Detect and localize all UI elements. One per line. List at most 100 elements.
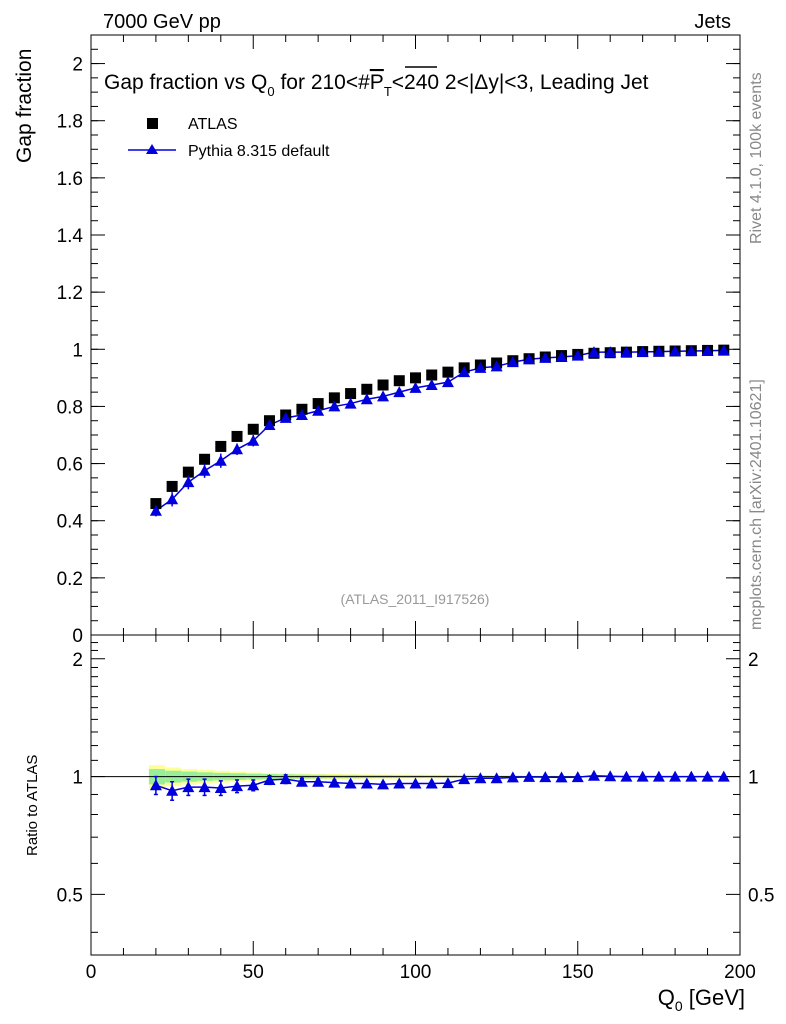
ratio-point — [279, 773, 292, 785]
mc-point — [263, 419, 276, 430]
ratio-point — [377, 778, 390, 790]
y-tick-label: 1.2 — [57, 283, 83, 304]
mc-point — [604, 346, 617, 358]
mc-point — [474, 361, 487, 373]
ratio-point — [328, 776, 341, 788]
y-tick-label: 0.4 — [57, 512, 84, 533]
atlas-point — [247, 423, 259, 435]
legend-atlas-label: ATLAS — [188, 116, 238, 133]
ratio-y-tick-label-right: 0.5 — [748, 885, 774, 906]
mc-point — [523, 353, 536, 365]
ratio-point — [247, 779, 260, 791]
ratio-y-tick-label-right: 2 — [748, 650, 759, 671]
mc-point — [669, 345, 682, 357]
ratio-point — [604, 770, 617, 782]
mc-point — [587, 346, 600, 358]
mc-series-line — [155, 349, 724, 512]
y-tick-label: 1 — [72, 340, 83, 361]
mc-point — [490, 360, 503, 372]
x-tick-label: 150 — [562, 962, 594, 983]
atlas-point — [393, 375, 405, 387]
ratio-point — [701, 770, 714, 782]
ratio-point — [214, 781, 227, 793]
mc-point — [652, 345, 665, 357]
ratio-point — [344, 777, 357, 789]
x-tick-label: 50 — [243, 962, 264, 983]
ratio-y-tick-label: 2 — [72, 650, 83, 671]
x-axis-label: Q0 [GeV] — [658, 985, 745, 1014]
mc-point — [344, 397, 357, 409]
ratio-point — [231, 780, 244, 792]
ratio-point — [182, 781, 195, 793]
atlas-point — [166, 480, 178, 492]
ratio-y-tick-label: 1 — [72, 768, 83, 789]
mc-point — [717, 344, 730, 356]
atlas-point — [182, 466, 194, 478]
mc-point — [214, 454, 227, 466]
atlas-point — [345, 388, 357, 400]
atlas-point — [377, 379, 389, 391]
rivet-label: Rivet 4.1.0, 100k events — [748, 72, 765, 244]
ratio-point — [360, 777, 373, 789]
atlas-point — [410, 372, 421, 384]
ratio-point — [458, 773, 471, 785]
atlas-point — [442, 366, 454, 378]
atlas-point — [199, 453, 211, 465]
mc-point — [506, 356, 519, 368]
atlas-point — [312, 398, 324, 410]
x-tick-label: 200 — [724, 962, 756, 983]
mc-point — [328, 400, 341, 412]
ratio-point — [198, 781, 211, 793]
ratio-point — [555, 771, 568, 783]
ratio-point — [295, 775, 308, 787]
ratio-point — [669, 770, 682, 782]
mc-point — [425, 379, 438, 390]
ratio-points — [149, 769, 730, 801]
atlas-point — [231, 430, 243, 442]
ratio-point — [149, 779, 162, 791]
y-tick-label: 0.6 — [57, 455, 83, 476]
mc-point — [685, 345, 698, 356]
ratio-point — [539, 771, 552, 783]
mc-point — [231, 443, 244, 455]
mc-point — [409, 381, 422, 393]
mcplots-label: mcplots.cern.ch [arXiv:2401.10621] — [748, 379, 765, 630]
ratio-point — [506, 771, 519, 783]
main-plot-frame: 0 0.2 0.4 0.6 0.8 1 1.2 1.4 1.6 1.8 2 — [57, 34, 741, 647]
mc-point — [555, 351, 568, 362]
atlas-point — [150, 498, 162, 510]
ratio-point — [652, 770, 665, 782]
y-tick-label: 1.8 — [57, 112, 83, 133]
mc-point — [377, 390, 390, 402]
analysis-watermark: (ATLAS_2011_I917526) — [341, 591, 490, 607]
mc-point — [279, 411, 292, 423]
ratio-y-tick-label-right: 1 — [748, 768, 759, 789]
y-tick-label: 1.6 — [57, 169, 83, 190]
mc-line-group — [155, 349, 724, 792]
ratio-point — [474, 772, 487, 784]
mc-point — [312, 404, 325, 416]
ratio-point — [425, 777, 438, 789]
mc-point — [149, 504, 162, 516]
mc-point — [636, 345, 649, 357]
mc-point — [247, 434, 260, 446]
mc-point — [441, 376, 454, 388]
ratio-y-tick-label: 0.5 — [57, 885, 83, 906]
ratio-point — [263, 773, 276, 785]
ratio-point — [393, 777, 406, 789]
y-tick-label: 2 — [72, 55, 83, 76]
ratio-point — [587, 769, 600, 781]
atlas-point — [426, 369, 438, 381]
legend: ATLAS Pythia 8.315 default — [128, 116, 330, 160]
mc-point — [198, 464, 211, 476]
ratio-point — [409, 777, 422, 789]
ratio-point — [620, 770, 633, 782]
ratio-point — [571, 771, 584, 783]
mc-point — [701, 344, 714, 356]
mc-point — [166, 493, 179, 505]
x-tick-label: 0 — [86, 962, 97, 983]
ratio-point — [490, 772, 503, 784]
atlas-point — [361, 383, 373, 395]
mc-point — [458, 366, 471, 378]
